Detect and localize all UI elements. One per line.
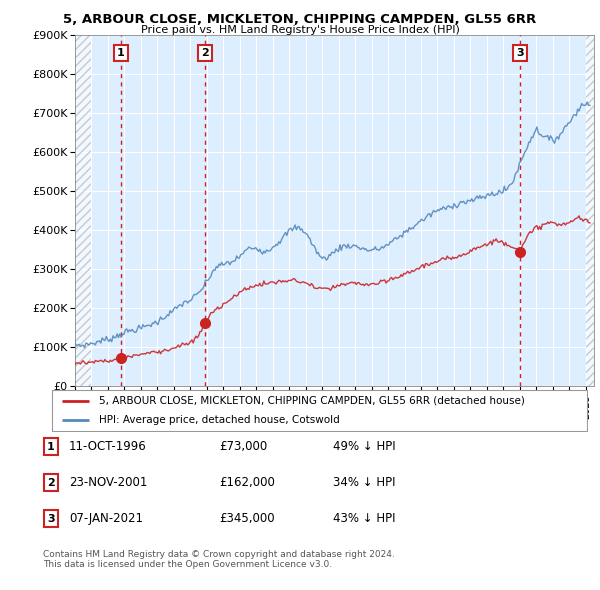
Bar (586, 35, 594, 386)
Bar (75, 35, 91, 386)
Text: 23-NOV-2001: 23-NOV-2001 (69, 476, 148, 489)
Text: £162,000: £162,000 (219, 476, 275, 489)
Text: 07-JAN-2021: 07-JAN-2021 (69, 512, 143, 525)
Text: 49% ↓ HPI: 49% ↓ HPI (333, 440, 395, 453)
Text: Contains HM Land Registry data © Crown copyright and database right 2024.: Contains HM Land Registry data © Crown c… (43, 550, 395, 559)
Text: HPI: Average price, detached house, Cotswold: HPI: Average price, detached house, Cots… (100, 415, 340, 425)
Text: 34% ↓ HPI: 34% ↓ HPI (333, 476, 395, 489)
Text: £345,000: £345,000 (219, 512, 275, 525)
Text: 43% ↓ HPI: 43% ↓ HPI (333, 512, 395, 525)
Text: This data is licensed under the Open Government Licence v3.0.: This data is licensed under the Open Gov… (43, 560, 332, 569)
Text: 11-OCT-1996: 11-OCT-1996 (69, 440, 147, 453)
Text: 1: 1 (47, 442, 55, 451)
Text: Price paid vs. HM Land Registry's House Price Index (HPI): Price paid vs. HM Land Registry's House … (140, 25, 460, 35)
FancyBboxPatch shape (52, 390, 587, 431)
Text: 3: 3 (47, 514, 55, 523)
Text: 5, ARBOUR CLOSE, MICKLETON, CHIPPING CAMPDEN, GL55 6RR (detached house): 5, ARBOUR CLOSE, MICKLETON, CHIPPING CAM… (100, 396, 525, 406)
Text: 3: 3 (517, 48, 524, 58)
Text: 2: 2 (201, 48, 209, 58)
Text: 5, ARBOUR CLOSE, MICKLETON, CHIPPING CAMPDEN, GL55 6RR: 5, ARBOUR CLOSE, MICKLETON, CHIPPING CAM… (64, 13, 536, 26)
Text: 2: 2 (47, 478, 55, 487)
Text: £73,000: £73,000 (219, 440, 267, 453)
Text: 1: 1 (117, 48, 125, 58)
